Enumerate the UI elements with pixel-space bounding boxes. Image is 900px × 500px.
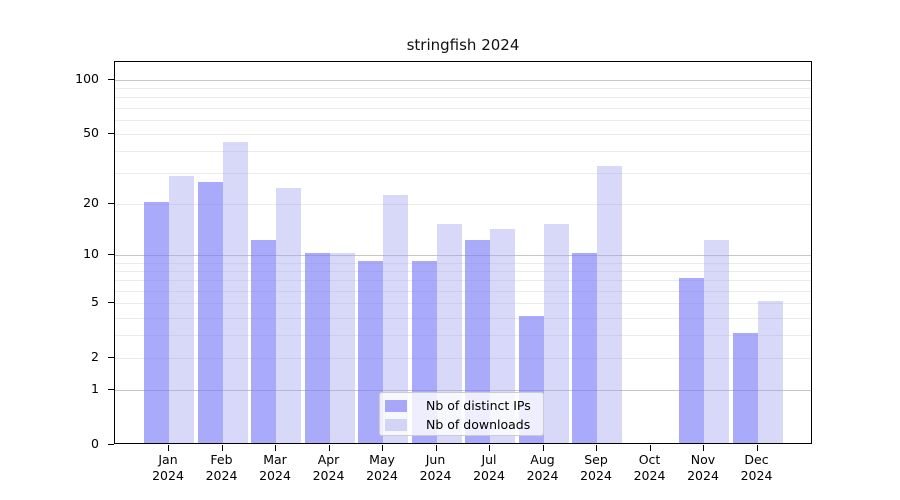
y-tick-label: 20 [83, 195, 99, 210]
major-gridline [115, 79, 811, 81]
minor-gridline [115, 303, 811, 305]
y-tick-label: 0 [91, 436, 99, 451]
minor-gridline [115, 133, 811, 135]
legend-label-downloads: Nb of downloads [426, 417, 531, 432]
x-tick-label: Aug 2024 [526, 452, 559, 483]
legend-entry-downloads: Nb of downloads [380, 415, 543, 434]
minor-gridline [115, 290, 811, 292]
minor-gridline [115, 271, 811, 272]
minor-gridline [115, 119, 811, 121]
bar-downloads [169, 176, 194, 443]
minor-gridline [115, 358, 811, 359]
bar-distinct-ips [679, 278, 704, 443]
x-tick [489, 445, 490, 451]
y-tick [108, 203, 114, 204]
y-tick [108, 132, 114, 134]
x-tick [596, 445, 597, 451]
y-tick [108, 357, 114, 358]
x-tick-label: Sep 2024 [580, 452, 612, 483]
x-tick-label: Jan 2024 [152, 452, 184, 483]
minor-gridline [115, 87, 811, 89]
bar-downloads [543, 223, 569, 443]
x-tick-label: Apr 2024 [312, 452, 345, 483]
y-tick [108, 444, 114, 445]
legend-swatch-distinct-ips [385, 399, 407, 412]
y-tick-label: 50 [83, 124, 99, 140]
legend: Nb of distinct IPs Nb of downloads [379, 392, 544, 436]
major-gridline [115, 255, 811, 257]
y-tick-label: 2 [91, 349, 99, 364]
legend-entry-distinct-ips: Nb of distinct IPs [380, 396, 543, 415]
x-tick-label: Jul 2024 [473, 452, 505, 483]
plot-area [114, 61, 812, 444]
y-tick [108, 254, 114, 256]
minor-gridline [115, 280, 811, 282]
minor-gridline [115, 262, 811, 264]
chart-title: stringfish 2024 [406, 36, 520, 54]
x-tick-label: Nov 2024 [687, 452, 719, 483]
bar-downloads [329, 253, 355, 443]
x-tick-label: Dec 2024 [740, 452, 773, 483]
x-tick [435, 445, 437, 451]
legend-label-distinct-ips: Nb of distinct IPs [426, 398, 531, 413]
y-tick [108, 78, 114, 80]
bar-downloads [757, 301, 783, 443]
bar-downloads [222, 141, 248, 443]
x-tick [649, 445, 651, 451]
x-tick [275, 445, 276, 451]
x-tick-label: Mar 2024 [259, 452, 291, 483]
bar-distinct-ips [304, 253, 330, 443]
x-tick [382, 445, 383, 451]
major-gridline [115, 390, 811, 392]
y-tick [108, 389, 114, 391]
bar-distinct-ips [251, 239, 276, 443]
x-tick [756, 445, 758, 451]
bar-downloads [704, 239, 729, 443]
minor-gridline [115, 204, 811, 205]
x-tick [168, 445, 169, 451]
x-tick-label: Oct 2024 [633, 452, 666, 483]
bar-distinct-ips [358, 260, 383, 443]
bar-downloads [597, 166, 622, 443]
bar-distinct-ips [732, 333, 758, 443]
legend-swatch-downloads [385, 418, 407, 431]
y-tick-label: 1 [91, 381, 99, 397]
minor-gridline [115, 335, 811, 337]
x-tick-label: Jun 2024 [419, 452, 452, 483]
bar-distinct-ips [572, 253, 597, 443]
x-tick [542, 445, 544, 451]
minor-gridline [115, 317, 811, 319]
x-tick-label: May 2024 [366, 452, 398, 483]
bar-distinct-ips [144, 202, 169, 443]
y-tick-label: 100 [75, 70, 99, 86]
x-tick-label: Feb 2024 [205, 452, 238, 483]
minor-gridline [115, 173, 811, 175]
y-tick-label: 10 [83, 246, 99, 262]
y-tick [108, 302, 114, 304]
bar-distinct-ips [197, 182, 223, 443]
bar-downloads [276, 188, 301, 443]
minor-gridline [115, 151, 811, 152]
y-tick-label: 5 [91, 294, 99, 310]
minor-gridline [115, 97, 811, 99]
x-tick [703, 445, 704, 451]
minor-gridline [115, 107, 811, 109]
x-tick [328, 445, 330, 451]
x-tick [221, 445, 223, 451]
